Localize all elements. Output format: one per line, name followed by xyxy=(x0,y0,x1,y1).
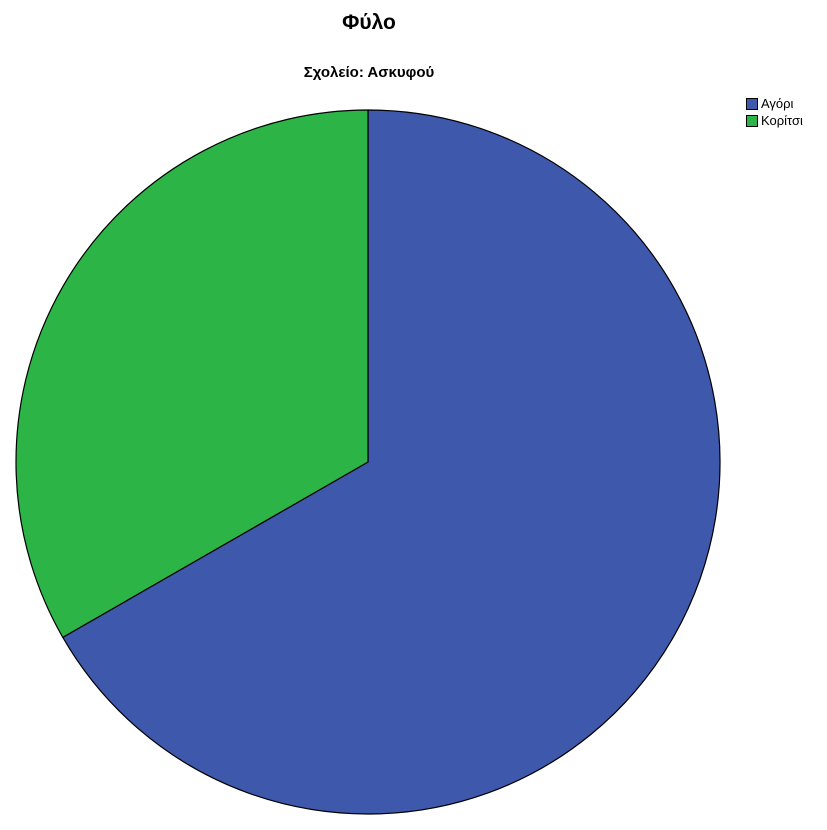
pie-slice-girl xyxy=(15,109,369,638)
legend-label-girl: Κορίτσι xyxy=(761,113,803,128)
legend-swatch-girl xyxy=(746,114,758,127)
legend-item-boy: Αγόρι xyxy=(746,95,803,112)
chart-title: Φύλο xyxy=(342,11,396,34)
legend-swatch-boy xyxy=(746,97,758,110)
legend: Αγόρι Κορίτσι xyxy=(746,95,803,129)
chart-subtitle: Σχολείο: Ασκυφού xyxy=(303,64,435,81)
legend-item-girl: Κορίτσι xyxy=(746,112,803,129)
pie-slice-boy xyxy=(62,109,721,815)
legend-label-boy: Αγόρι xyxy=(761,96,794,111)
